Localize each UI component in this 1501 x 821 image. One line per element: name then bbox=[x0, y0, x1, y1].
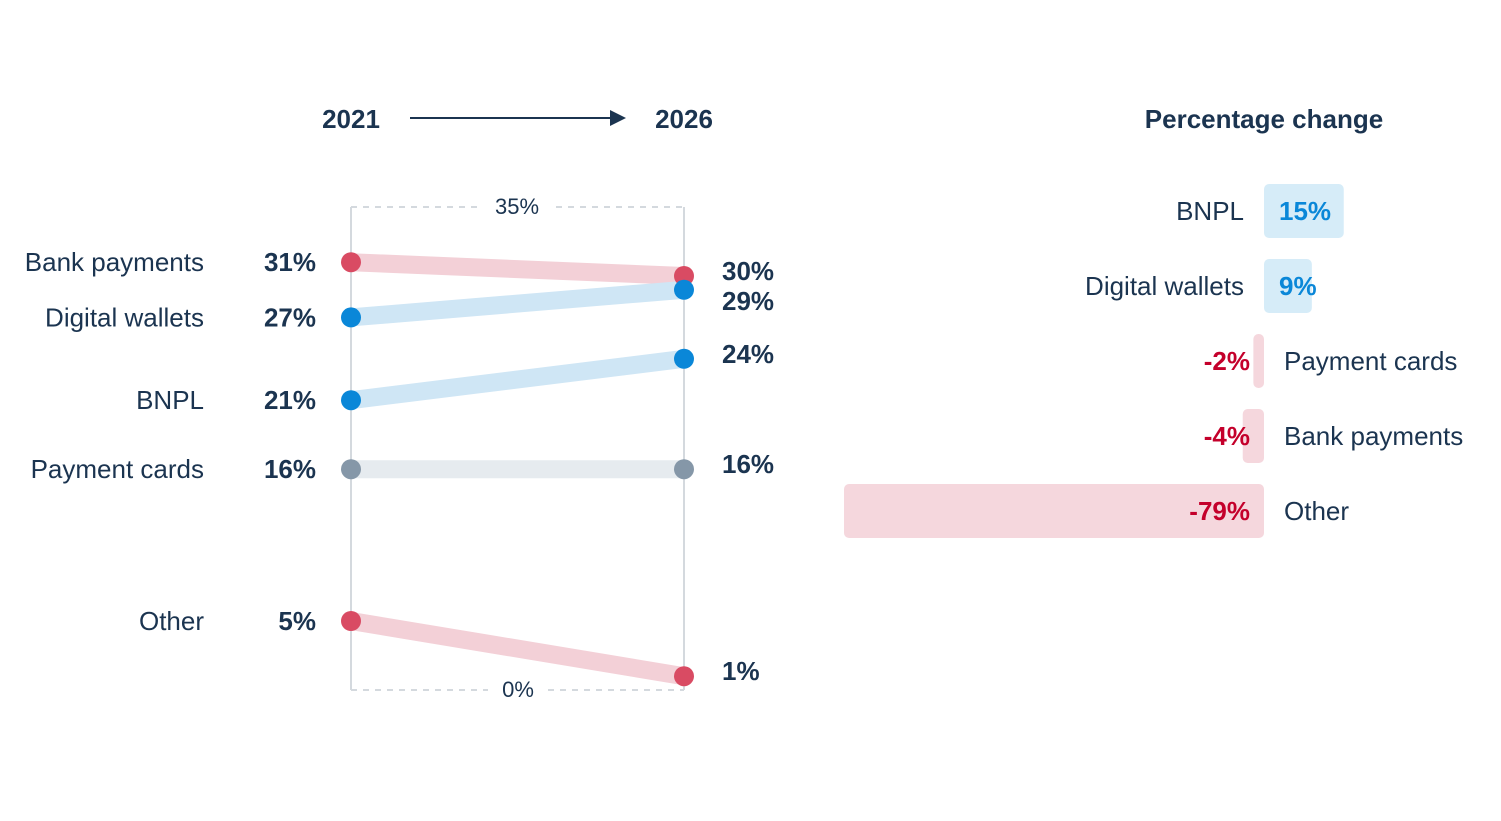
slope-dot-start-digital-wallets bbox=[341, 307, 361, 328]
slope-end-value-payment-cards: 16% bbox=[722, 449, 774, 479]
change-category-other: Other bbox=[1284, 496, 1349, 526]
change-category-digital-wallets: Digital wallets bbox=[1085, 271, 1244, 301]
change-value-digital-wallets: 9% bbox=[1279, 271, 1317, 301]
slope-category-other: Other bbox=[139, 606, 204, 636]
axis-top-label: 35% bbox=[495, 194, 539, 219]
change-bar-other bbox=[844, 484, 1264, 538]
slope-category-bnpl: BNPL bbox=[136, 385, 204, 415]
slope-category-digital-wallets: Digital wallets bbox=[45, 302, 204, 332]
slope-dot-start-bnpl bbox=[341, 390, 361, 411]
slope-end-value-other: 1% bbox=[722, 656, 760, 686]
slope-dot-start-other bbox=[341, 611, 361, 631]
slope-band-bank-payments bbox=[350, 253, 685, 285]
change-bar-bnpl bbox=[1264, 184, 1344, 238]
change-category-payment-cards: Payment cards bbox=[1284, 346, 1457, 376]
slope-dot-start-bank-payments bbox=[341, 252, 361, 273]
slope-category-bank-payments: Bank payments bbox=[25, 247, 204, 277]
slope-category-payment-cards: Payment cards bbox=[31, 454, 204, 484]
slope-band-digital-wallets bbox=[350, 280, 685, 327]
slope-start-value-other: 5% bbox=[278, 606, 316, 636]
slope-band-bnpl bbox=[349, 349, 686, 410]
slope-dot-end-bnpl bbox=[674, 348, 694, 369]
slope-dot-start-payment-cards bbox=[341, 459, 361, 480]
slope-dot-end-digital-wallets bbox=[674, 279, 694, 300]
change-category-bank-payments: Bank payments bbox=[1284, 421, 1463, 451]
slope-start-value-bank-payments: 31% bbox=[264, 247, 316, 277]
slope-labels: Bank payments 31% 30% Digital wallets 27% 29%… bbox=[25, 247, 774, 686]
slope-start-value-payment-cards: 16% bbox=[264, 454, 316, 484]
slope-start-year: 2021 bbox=[322, 104, 380, 134]
slope-dot-end-payment-cards bbox=[674, 459, 694, 480]
slope-band-other bbox=[349, 612, 686, 686]
time-arrow-head bbox=[610, 110, 626, 126]
slope-end-value-bank-payments: 30% bbox=[722, 256, 774, 286]
bar-chart-title: Percentage change bbox=[1145, 104, 1383, 134]
change-value-bank-payments: -4% bbox=[1204, 421, 1250, 451]
slope-end-value-digital-wallets: 29% bbox=[722, 286, 774, 316]
slope-dot-end-other bbox=[674, 666, 694, 687]
axis-bottom-label: 0% bbox=[502, 677, 534, 702]
change-value-bnpl: 15% bbox=[1279, 196, 1331, 226]
change-bar-payment-cards bbox=[1253, 334, 1264, 388]
slope-dots bbox=[341, 252, 694, 687]
change-bars: BNPL 15% Digital wallets 9% Payment cards -2%… bbox=[844, 184, 1463, 538]
change-bar-bank-payments bbox=[1242, 409, 1264, 463]
slope-end-value-bnpl: 24% bbox=[722, 339, 774, 369]
change-category-bnpl: BNPL bbox=[1176, 196, 1244, 226]
change-value-other: -79% bbox=[1189, 496, 1250, 526]
slope-bands bbox=[349, 253, 686, 686]
slope-end-year: 2026 bbox=[655, 104, 713, 134]
slope-dot-end-bank-payments bbox=[674, 266, 694, 286]
slope-start-value-bnpl: 21% bbox=[264, 385, 316, 415]
change-bar-digital-wallets bbox=[1264, 259, 1312, 313]
slope-start-value-digital-wallets: 27% bbox=[264, 302, 316, 332]
change-value-payment-cards: -2% bbox=[1204, 346, 1250, 376]
